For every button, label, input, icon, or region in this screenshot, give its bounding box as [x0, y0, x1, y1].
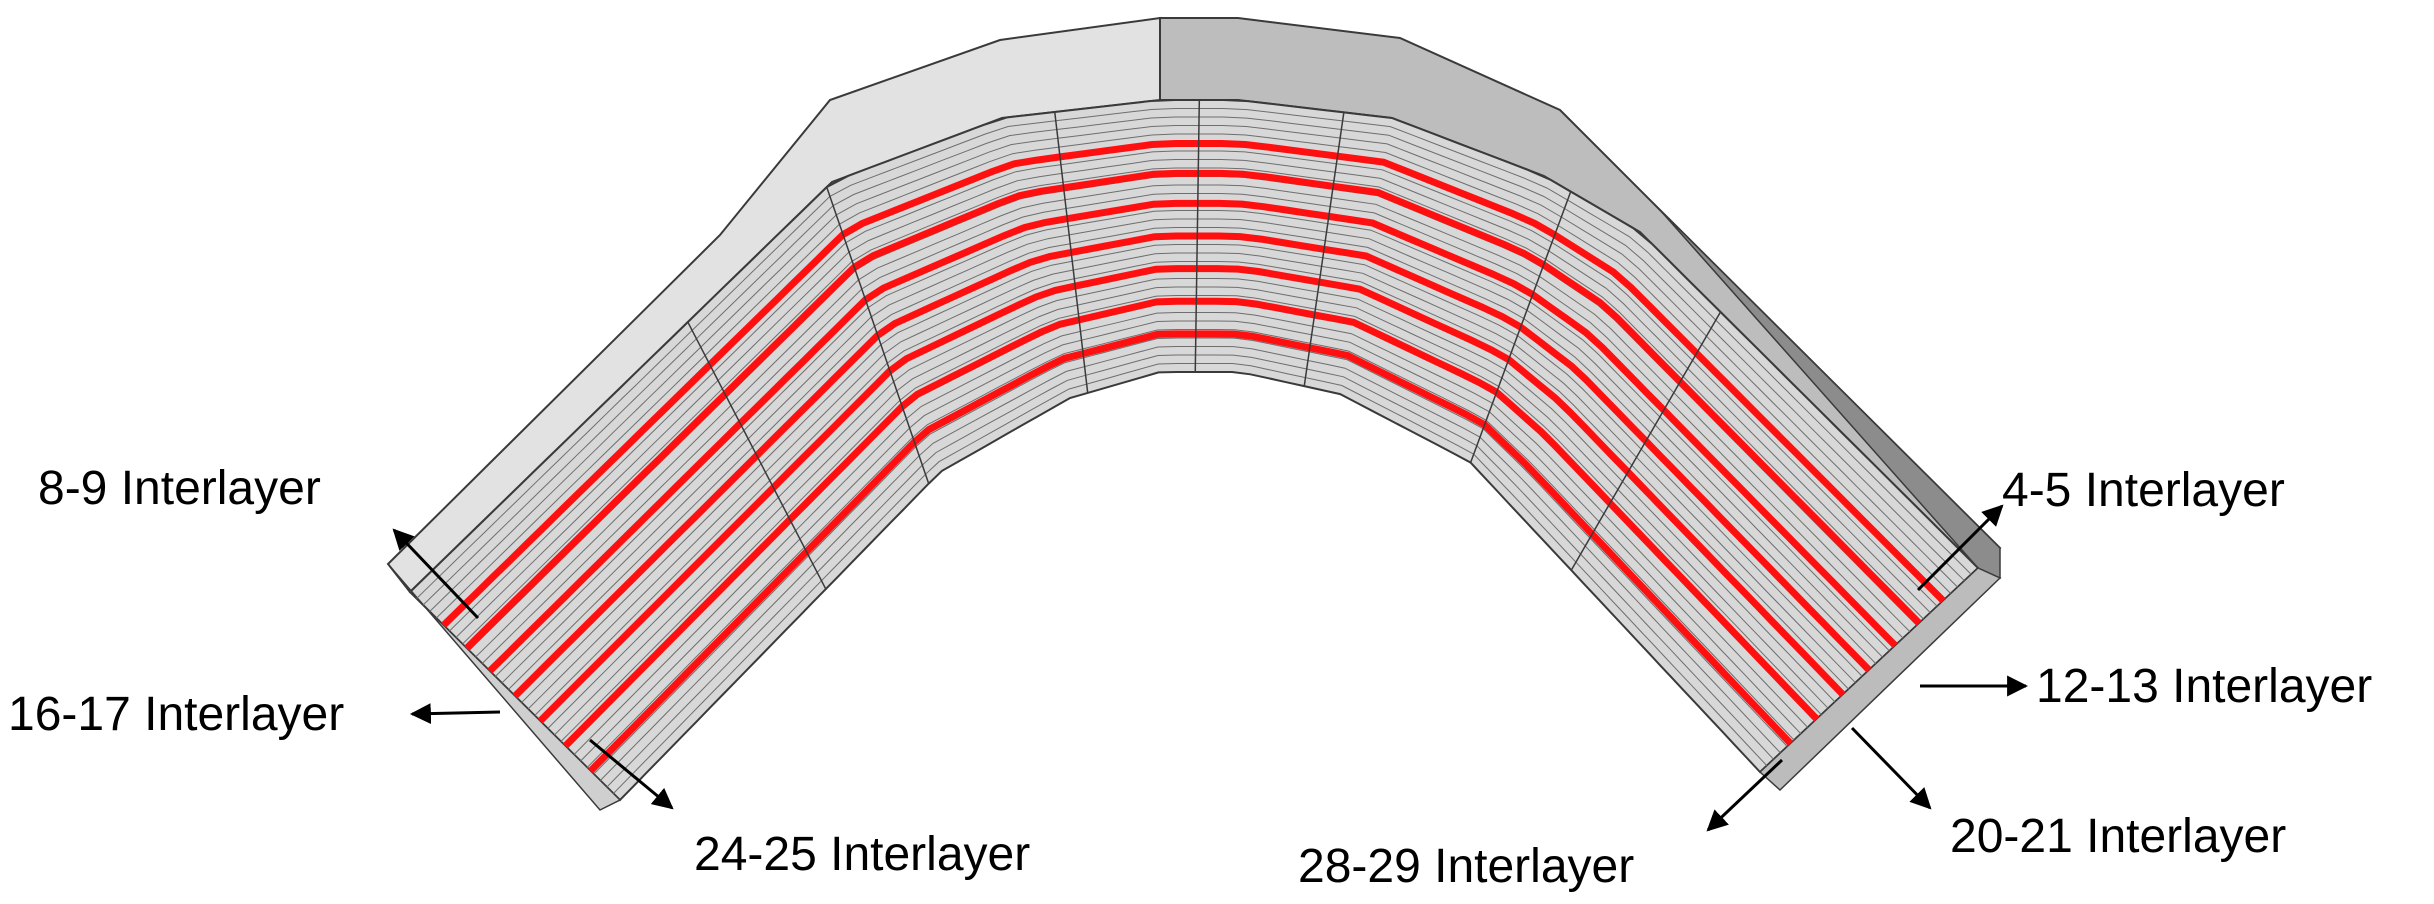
- ply-line: [416, 108, 1972, 599]
- ply-line: [521, 244, 1863, 703]
- segment-boundary: [687, 321, 827, 590]
- ply-line: [606, 354, 1774, 788]
- ply-line: [475, 184, 1911, 658]
- interlayer-line: [441, 140, 1946, 628]
- segment-boundaries: [687, 99, 1722, 590]
- ply-line: [613, 363, 1768, 794]
- label-24-25-interlayer: 24-25 Interlayer: [694, 828, 1030, 881]
- arrow-8-9: [392, 528, 480, 620]
- ply-line: [422, 116, 1965, 606]
- segment-boundary: [1303, 112, 1345, 387]
- interlayer-line: [588, 330, 1794, 774]
- segment-boundary: [1469, 191, 1572, 463]
- arrow-16-17: [409, 703, 501, 725]
- interlayer-line: [464, 169, 1922, 651]
- arrow-24-25: [589, 738, 674, 810]
- ply-line: [494, 210, 1890, 677]
- ply-line: [429, 125, 1958, 612]
- ply-line: [573, 312, 1809, 755]
- label-20-21-interlayer: 20-21 Interlayer: [1950, 810, 2286, 863]
- ply-line: [449, 150, 1938, 632]
- label-12-13-interlayer: 12-13 Interlayer: [2036, 660, 2372, 713]
- ply-line: [547, 278, 1836, 729]
- segment-boundary: [1053, 111, 1089, 393]
- ply-line: [508, 227, 1877, 690]
- ply-line: [593, 337, 1788, 775]
- leader-arrows: [392, 504, 2029, 832]
- label-28-29-interlayer: 28-29 Interlayer: [1298, 840, 1634, 893]
- ply-lines: [416, 108, 1972, 794]
- segment-boundary: [826, 186, 930, 484]
- segment-boundary: [1570, 311, 1722, 571]
- ply-line: [586, 329, 1795, 768]
- label-4-5-interlayer: 4-5 Interlayer: [2002, 464, 2285, 517]
- ply-line: [501, 218, 1883, 684]
- ply-line: [534, 261, 1849, 716]
- ply-line: [462, 167, 1924, 645]
- ply-line: [527, 252, 1856, 710]
- interlayer-line: [512, 232, 1872, 699]
- ply-line: [554, 286, 1829, 736]
- arrow-20-21: [1850, 726, 1932, 810]
- arrow-4-5: [1916, 504, 2004, 592]
- ply-line: [455, 159, 1931, 638]
- label-16-17-interlayer: 16-17 Interlayer: [8, 688, 344, 741]
- ply-line: [580, 320, 1802, 762]
- end-face-left: [387, 563, 622, 811]
- label-8-9-interlayer: 8-9 Interlayer: [38, 462, 321, 515]
- segment-boundary: [1194, 99, 1201, 373]
- interlayer-line: [562, 297, 1820, 749]
- end-face-right: [1758, 567, 2002, 792]
- ply-line: [599, 346, 1781, 781]
- ply-line: [481, 193, 1904, 664]
- ply-line: [435, 133, 1952, 619]
- interlayer-lines: [441, 140, 1946, 774]
- interlayer-line: [487, 199, 1898, 674]
- ply-line: [560, 295, 1822, 742]
- arrow-28-29: [1706, 758, 1784, 832]
- interlayer-line: [537, 265, 1846, 724]
